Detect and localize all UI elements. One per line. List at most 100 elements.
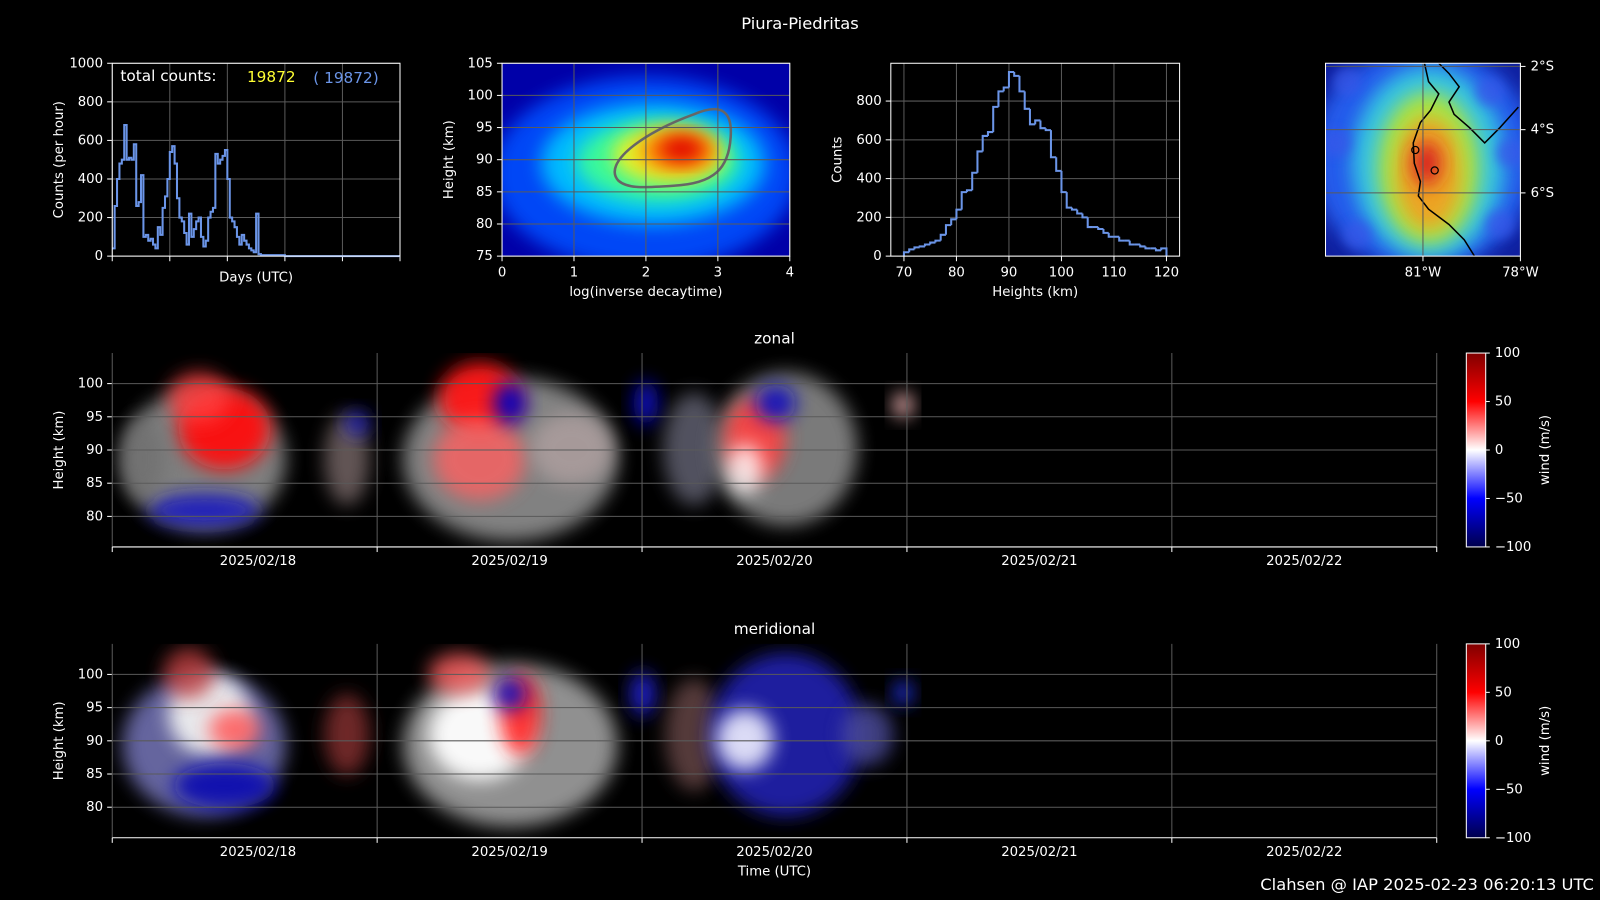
y-tick-label: 90 [86,443,103,458]
histogram-bin [1070,207,1078,211]
histogram-bin [1002,86,1009,92]
heatmap [122,362,913,541]
histogram-bin [1107,232,1114,238]
total-counts-all: ( 19872) [313,69,378,87]
x-tick-label: 90 [1001,265,1018,280]
x-tick-label: 2 [642,265,650,280]
heatmap-blob [709,653,863,817]
map-speckle [1495,138,1521,168]
histogram-bin [1118,236,1125,242]
station [1411,145,1420,155]
heatmap-blob [324,693,370,776]
histogram-bin [902,251,910,257]
histogram-bin [1018,75,1025,93]
histogram-bin [1007,70,1015,88]
y-tick-label: 200 [856,210,881,225]
total-counts: 19872 [247,68,296,86]
histogram-bin [1060,170,1067,194]
heatmap-blob [659,136,705,162]
x-tick-label: 110 [1101,265,1126,280]
x-tick-label: 81°W [1405,265,1442,280]
heatmap-blob [493,382,527,424]
histogram-bin [950,218,957,226]
histogram-bin [934,239,941,243]
histogram-bin [960,191,967,210]
colorbar-tick-label: −50 [1495,782,1523,797]
x-tick-label: 70 [896,265,913,280]
x-tick-label: 2025/02/19 [471,845,547,860]
x-tick-label: 2025/02/18 [220,845,296,860]
heatmap-blob [630,671,656,717]
histogram-bin [955,208,962,220]
colorbar [1465,643,1487,839]
map-speckle [1485,210,1515,239]
count-line [112,123,400,258]
contour [613,107,733,189]
x-tick-label: 2025/02/21 [1001,845,1077,860]
histogram-bin [913,246,920,250]
histogram-bin [971,171,978,191]
colorbar-tick-label: −50 [1495,491,1523,506]
y-tick-label: 105 [468,56,493,71]
heatmap-blob [893,680,913,706]
y-tick-label: 85 [86,767,103,782]
map-speckle [1325,128,1352,158]
y-tick-label: 800 [856,94,881,109]
x-axis-label: Days (UTC) [219,271,293,286]
y-tick-label: 100 [468,88,493,103]
x-tick-label: 0 [498,265,506,280]
histogram-bin [965,189,973,193]
coastline [1412,63,1519,257]
histogram-bin [992,105,999,133]
y-tick-label: 80 [476,217,493,232]
heatmap-blob [665,678,723,791]
map-speckle [1342,220,1372,249]
heatmap-blob [324,413,370,506]
footer: Clahsen @ IAP 2025-02-23 06:20:13 UTC [1260,875,1594,894]
histogram-bin [1034,119,1041,125]
heatmap-blob [209,709,261,750]
y-tick-label: 95 [86,410,103,425]
histogram-bin [923,243,931,247]
heatmap-blob [122,418,164,500]
colorbar-tick-label: 50 [1495,395,1512,410]
histogram-bin [918,245,925,248]
colorbar-tick-label: 0 [1495,443,1503,458]
histogram-bin [986,131,994,136]
heatmap-blob [163,647,215,699]
y-axis-label: Height (km) [442,120,457,199]
y-tick-label: 100 [78,377,103,392]
y-axis-label: Height (km) [52,411,67,490]
panel-title: zonal [754,329,795,347]
x-tick-label: 120 [1154,265,1179,280]
y-axis-label: Counts [831,136,846,182]
histogram-bin [944,224,952,235]
x-tick-label: 2025/02/20 [736,554,812,569]
colorbar-tick-label: 0 [1495,734,1503,749]
histogram-bin [1049,130,1057,159]
x-tick-label: 4 [786,265,794,280]
y-tick-label: 90 [86,734,103,749]
x-tick-label: 3 [714,265,722,280]
colorbar-label: wind (m/s) [1538,706,1553,776]
y-tick-label: 0 [873,249,881,264]
x-tick-label: 2025/02/19 [471,554,547,569]
x-tick-label: 2025/02/21 [1001,554,1077,569]
heatmap-blob [147,493,261,527]
y-tick-label: 85 [86,476,103,491]
heatmap [502,63,790,257]
x-tick-label: 100 [1049,265,1074,280]
heatmap-blob [433,418,526,500]
y-tick-label: 800 [78,95,103,110]
x-tick-label: 2025/02/18 [220,554,296,569]
heatmap-blob [168,372,230,424]
colorbar-tick-label: −100 [1495,540,1531,555]
y-tick-label: 75 [476,249,493,264]
heatmap-blob [428,653,490,694]
colorbar-tick-label: −100 [1495,831,1531,846]
histogram-bin [1065,192,1072,209]
histogram-bin [1144,246,1151,250]
x-tick-label: 2025/02/20 [736,845,812,860]
y-tick-label: 6°S [1531,186,1554,201]
